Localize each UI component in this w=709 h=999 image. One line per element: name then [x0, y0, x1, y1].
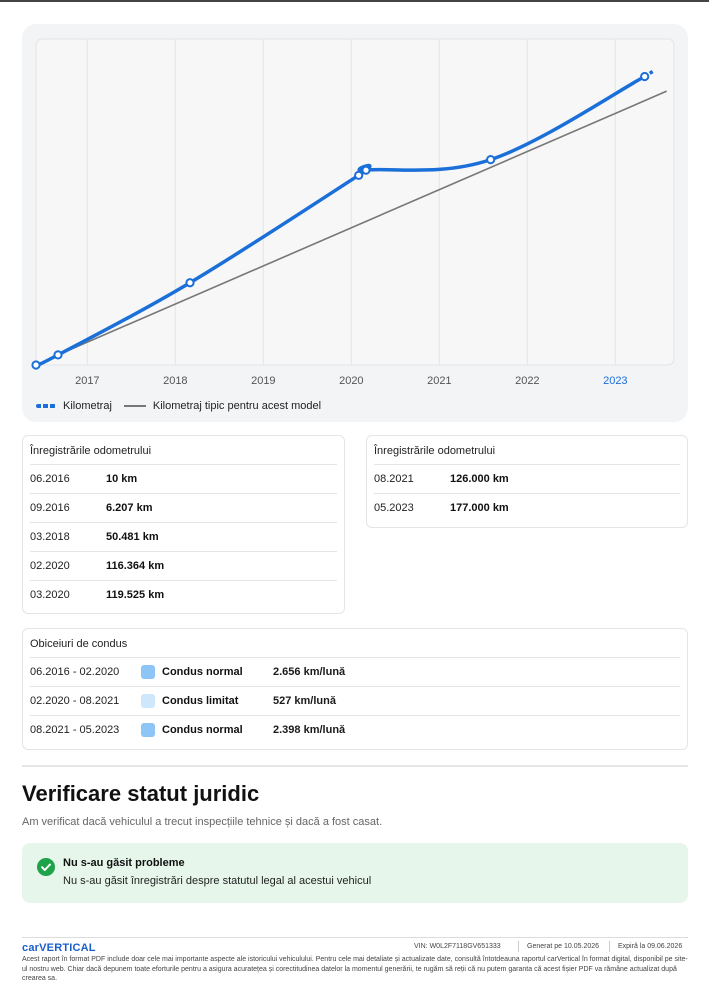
odometer-km: 126.000 km: [450, 473, 509, 485]
chart-legend: Kilometraj Kilometraj tipic pentru acest…: [36, 400, 333, 412]
odometer-table-right: Înregistrările odometrului 08.2021 126.00…: [366, 435, 688, 528]
odometer-km: 50.481 km: [106, 531, 159, 543]
x-tick-label: 2017: [75, 375, 99, 384]
check-circle-icon: [37, 858, 55, 876]
mileage-point: [31, 360, 41, 370]
generated-date: 10.05.2026: [563, 943, 600, 950]
legal-status-heading: Verificare statut juridic: [22, 781, 260, 806]
legend-item-km: Kilometraj: [36, 400, 112, 412]
typical-mileage-line: [57, 90, 667, 356]
vin-value: W0L2F7118GV651333: [429, 943, 501, 950]
mileage-point: [354, 170, 364, 180]
legal-status-result: Nu s-au găsit probleme Nu s-au găsit înr…: [22, 843, 688, 903]
mileage-chart-card: 2017 2018 2019 2020 2021 2022 2023 Kilometraj …: [22, 24, 688, 422]
expires-date: 09.06.2026: [647, 943, 683, 950]
odometer-table-left: Înregistrările odometrului 06.2016 10 km …: [22, 435, 345, 614]
driving-rate: 2.656 km/lună: [273, 666, 346, 678]
mileage-point: [361, 165, 371, 175]
driving-rate: 527 km/lună: [273, 695, 336, 707]
driving-period: 06.2016 - 02.2020: [30, 666, 120, 678]
odometer-table-title: Înregistrările odometrului: [374, 445, 496, 457]
footer-separator: [518, 941, 519, 952]
odometer-km: 10 km: [106, 473, 138, 485]
footer-separator: [609, 941, 610, 952]
legal-result-text: Nu s-au găsit înregistrări despre statut…: [63, 875, 372, 887]
odometer-km: 119.525 km: [106, 589, 165, 601]
table-row: 06.2016 10 km: [30, 464, 337, 493]
carvertical-logo: carVERTICAL: [22, 942, 96, 954]
driving-type-swatch: [141, 665, 155, 679]
x-tick-label: 2018: [163, 375, 187, 384]
x-tick-label: 2023: [603, 375, 627, 384]
legend-label-km: Kilometraj: [63, 400, 112, 412]
x-tick-label: 2021: [427, 375, 451, 384]
driving-period: 08.2021 - 05.2023: [30, 724, 120, 736]
odometer-date: 03.2018: [30, 531, 70, 543]
generated-label: Generat pe: [527, 943, 563, 950]
legend-item-typical: Kilometraj tipic pentru acest model: [123, 400, 322, 412]
table-row: 08.2021 126.000 km: [374, 464, 680, 493]
section-divider: [22, 765, 688, 767]
driving-type: Condus limitat: [162, 695, 239, 707]
mileage-point: [53, 350, 63, 360]
legend-label-typical: Kilometraj tipic pentru acest model: [152, 400, 322, 412]
legal-result-title: Nu s-au găsit probleme: [63, 857, 185, 869]
driving-period: 02.2020 - 08.2021: [30, 695, 120, 707]
table-row: 06.2016 - 02.2020 Condus normal 2.656 km…: [30, 657, 680, 686]
odometer-date: 08.2021: [374, 473, 414, 485]
table-row: 09.2016 6.207 km: [30, 493, 337, 522]
driving-habits-title: Obiceiuri de condus: [30, 638, 128, 650]
table-row: 03.2018 50.481 km: [30, 522, 337, 551]
legend-swatch-typical: [123, 405, 146, 407]
odometer-km: 116.364 km: [106, 560, 165, 572]
footer-disclaimer: Acest raport în format PDF include doar …: [22, 956, 688, 982]
odometer-km: 177.000 km: [450, 502, 509, 514]
x-tick-label: 2019: [251, 375, 275, 384]
mileage-point: [185, 278, 195, 288]
expires-label: Expiră la: [618, 943, 646, 950]
driving-type-swatch: [141, 694, 155, 708]
driving-type-swatch: [141, 723, 155, 737]
footer-vin: VIN: W0L2F7118GV651333: [414, 943, 501, 950]
x-tick-label: 2022: [515, 375, 539, 384]
footer-divider: [22, 937, 688, 938]
driving-type: Condus normal: [162, 666, 243, 678]
mileage-point: [486, 155, 496, 165]
chart-plot-area: [35, 38, 675, 366]
odometer-date: 06.2016: [30, 473, 70, 485]
table-row: 05.2023 177.000 km: [374, 493, 680, 522]
odometer-km: 6.207 km: [106, 502, 153, 514]
x-tick-label: 2020: [339, 375, 363, 384]
odometer-date: 02.2020: [30, 560, 70, 572]
driving-habits-table: Obiceiuri de condus 06.2016 - 02.2020 Co…: [22, 628, 688, 750]
vin-label: VIN:: [414, 943, 428, 950]
odometer-date: 05.2023: [374, 502, 414, 514]
odometer-table-title: Înregistrările odometrului: [30, 445, 152, 457]
driving-rate: 2.398 km/lună: [273, 724, 346, 736]
table-row: 02.2020 - 08.2021 Condus limitat 527 km/…: [30, 686, 680, 715]
mileage-point: [640, 71, 650, 82]
odometer-date: 09.2016: [30, 502, 70, 514]
table-row: 08.2021 - 05.2023 Condus normal 2.398 km…: [30, 715, 680, 744]
mileage-chart: 2017 2018 2019 2020 2021 2022 2023: [31, 38, 675, 384]
page-top-border: [0, 0, 709, 2]
table-row: 03.2020 119.525 km: [30, 580, 337, 609]
driving-type: Condus normal: [162, 724, 243, 736]
legal-status-subtitle: Am verificat dacă vehiculul a trecut ins…: [22, 816, 383, 828]
odometer-date: 03.2020: [30, 589, 70, 601]
table-row: 02.2020 116.364 km: [30, 551, 337, 580]
footer-generated: Generat pe 10.05.2026: [527, 943, 599, 950]
footer-expires: Expiră la 09.06.2026: [618, 943, 682, 950]
legend-swatch-km: [36, 404, 56, 408]
